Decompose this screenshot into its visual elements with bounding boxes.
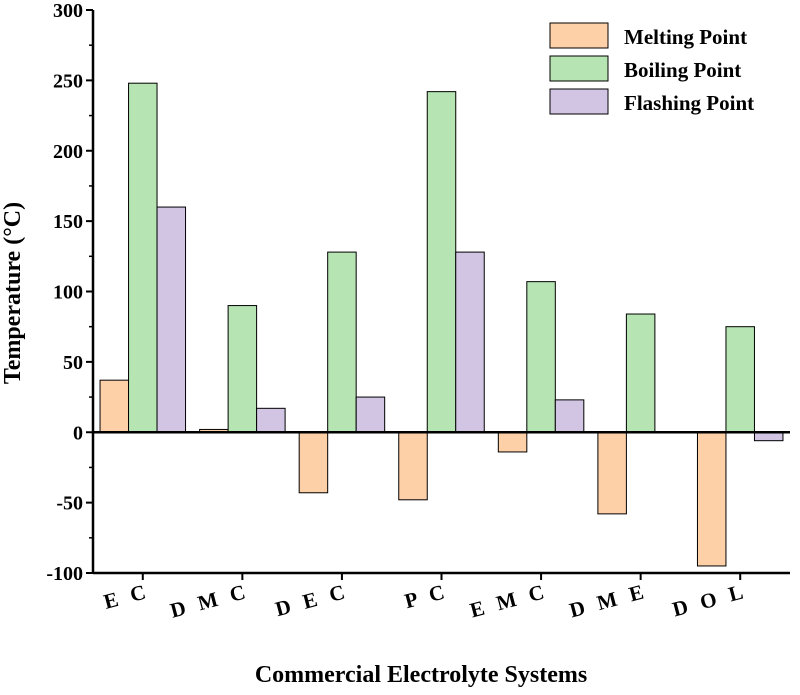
legend-swatch	[549, 88, 609, 115]
bar-melting-point-pc	[398, 431, 428, 501]
x-category-label: D M E	[567, 579, 650, 623]
y-tick-label: 50	[63, 352, 83, 374]
y-tick-label: 100	[53, 282, 83, 304]
bar-flashing-point-dol	[753, 431, 784, 442]
y-tick-label: 150	[53, 211, 83, 233]
bar-flashing-point-dmc	[256, 407, 286, 433]
bar-flashing-point-pc	[455, 251, 485, 433]
bar-boiling-point-ec	[128, 82, 158, 433]
bar-boiling-point-dol	[725, 326, 755, 433]
legend-label: Boiling Point	[624, 58, 741, 82]
bars-group	[99, 82, 784, 567]
legend-swatch	[549, 22, 609, 49]
x-category-label: E C	[101, 579, 152, 614]
bar-boiling-point-dme	[625, 313, 656, 433]
y-ticks-group: -100 -50 0 50 100 150 200 250 300	[46, 0, 93, 585]
x-category-label: P C	[402, 579, 451, 614]
bar-melting-point-emc	[497, 431, 528, 453]
y-tick-label: 0	[73, 422, 83, 444]
legend-swatch	[549, 55, 609, 82]
legend-label: Flashing Point	[624, 91, 754, 115]
legend-label: Melting Point	[624, 25, 747, 49]
y-axis-title: Temperature (°C)	[0, 202, 26, 384]
y-tick-label: -100	[46, 563, 83, 585]
bar-boiling-point-dec	[327, 251, 357, 433]
bar-melting-point-dol	[696, 431, 727, 567]
bar-flashing-point-emc	[554, 399, 585, 433]
bar-melting-point-dme	[597, 431, 627, 515]
bar-flashing-point-dec	[355, 396, 386, 433]
bar-boiling-point-emc	[526, 281, 556, 433]
x-category-label: D M C	[168, 579, 252, 623]
x-category-label: E M C	[467, 579, 550, 623]
y-tick-label: 250	[53, 70, 83, 92]
x-category-label: D E C	[273, 579, 352, 622]
y-tick-label: 200	[53, 141, 83, 163]
bar-melting-point-dec	[298, 431, 329, 494]
x-axis-title: Commercial Electrolyte Systems	[255, 662, 587, 688]
x-category-label: D O L	[670, 579, 750, 622]
y-tick-label: 300	[53, 0, 83, 22]
bar-boiling-point-dmc	[227, 305, 258, 433]
bar-melting-point-ec	[99, 379, 130, 433]
legend: Melting Point Boiling Point Flashing Point	[549, 22, 754, 115]
y-tick-label: -50	[56, 493, 83, 515]
bar-boiling-point-pc	[426, 91, 457, 433]
bar-flashing-point-ec	[156, 206, 187, 433]
